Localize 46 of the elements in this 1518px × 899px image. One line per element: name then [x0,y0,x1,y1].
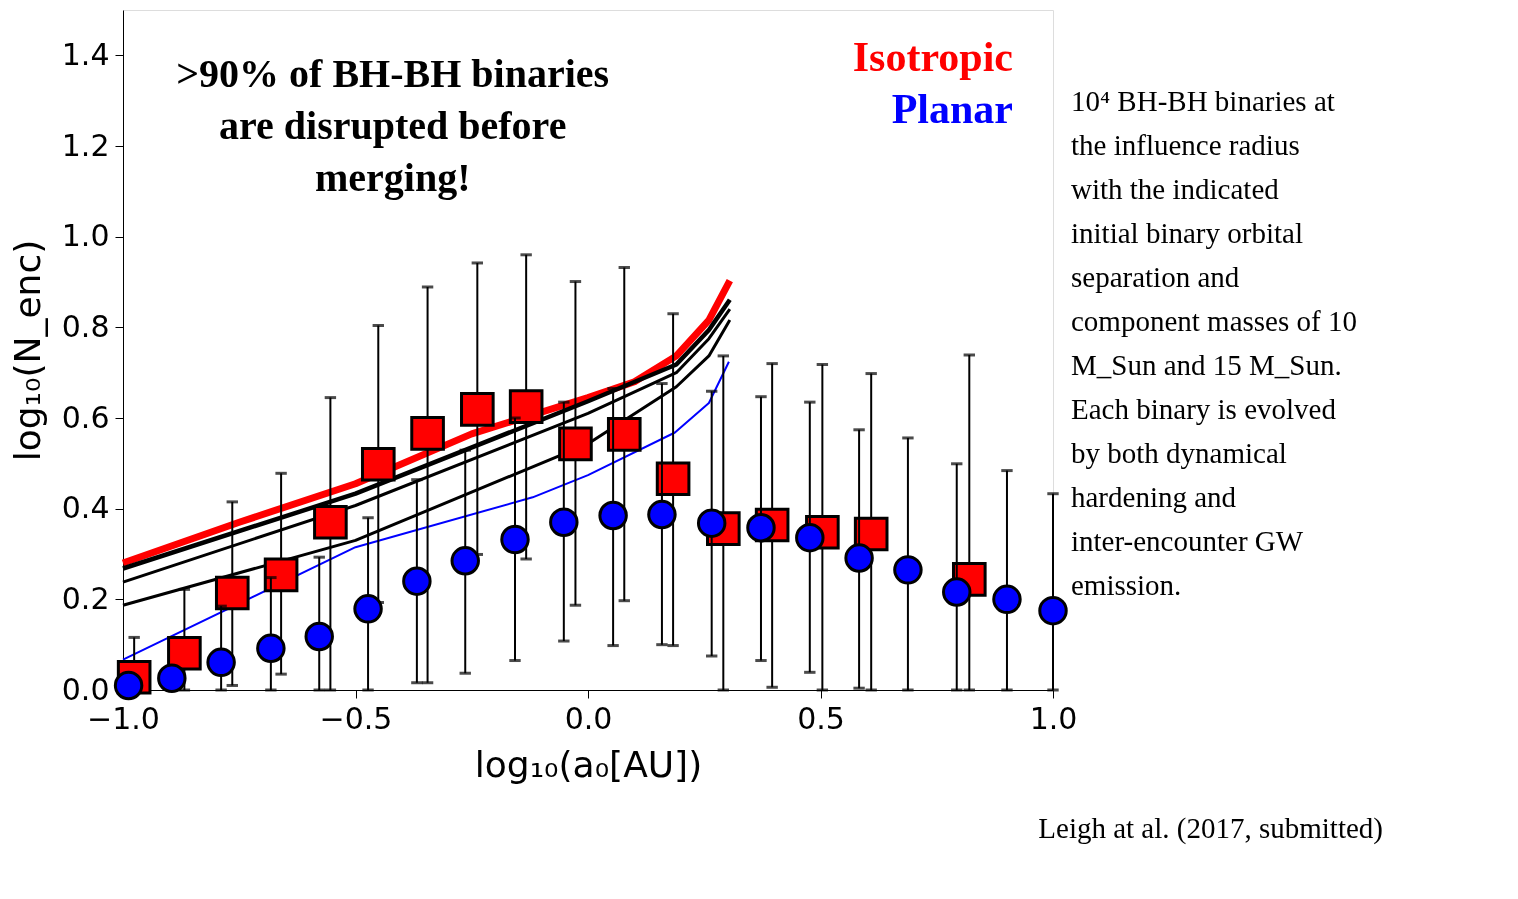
point [655,461,691,497]
text: Isotropic [852,34,1013,80]
text: Planar [891,86,1013,132]
text: Leigh at al. (2017, submitted) [1038,812,1383,845]
y-tick-label: 1.2 [61,127,110,163]
point [167,635,202,671]
point [1038,595,1068,626]
x-tick-label: −0.5 [319,700,393,736]
point [549,507,579,537]
y-tick-label: 1.4 [61,36,110,72]
y-tick-label: 1.0 [61,218,110,254]
point [410,416,445,451]
point [360,446,396,482]
y-tick-label: 0.4 [61,490,110,526]
point [402,566,432,596]
point [844,543,874,573]
point [304,621,334,652]
y-tick-label: 0.8 [61,308,110,344]
x-tick-label: 0.5 [797,700,845,736]
y-axis-title: log₁₀(N_enc) [6,239,48,462]
point [206,647,236,678]
y-tick-label: 0.6 [61,399,110,435]
text: 10⁴ BH-BH binaries at the influence radius with the indicated initial binary orbital separation and component masses of 10 M_Sun and 15 M_Sun. Each binary is evolved by both dynamical hardening and inter-encounter GW emission. [1071,85,1357,601]
point [313,504,348,540]
point [500,524,530,555]
point [598,500,628,531]
point [647,499,677,530]
x-tick-label: 1.0 [1029,700,1078,736]
point [450,546,480,576]
point [263,557,299,593]
point [992,584,1022,615]
point [157,663,187,693]
x-tick-label: 0.0 [564,700,613,736]
point [558,426,593,462]
point [460,392,495,427]
x-axis-title: log₁₀(a₀[AU]) [474,743,703,785]
point [508,389,544,424]
point [214,575,250,611]
point [606,417,642,452]
point [893,555,923,585]
point [795,522,825,553]
point [353,594,383,624]
point [696,508,727,538]
annotation: >90% of BH-BH binaries are disrupted before merging! [176,51,610,200]
y-tick-label: 0.2 [61,580,110,616]
point [256,633,286,663]
